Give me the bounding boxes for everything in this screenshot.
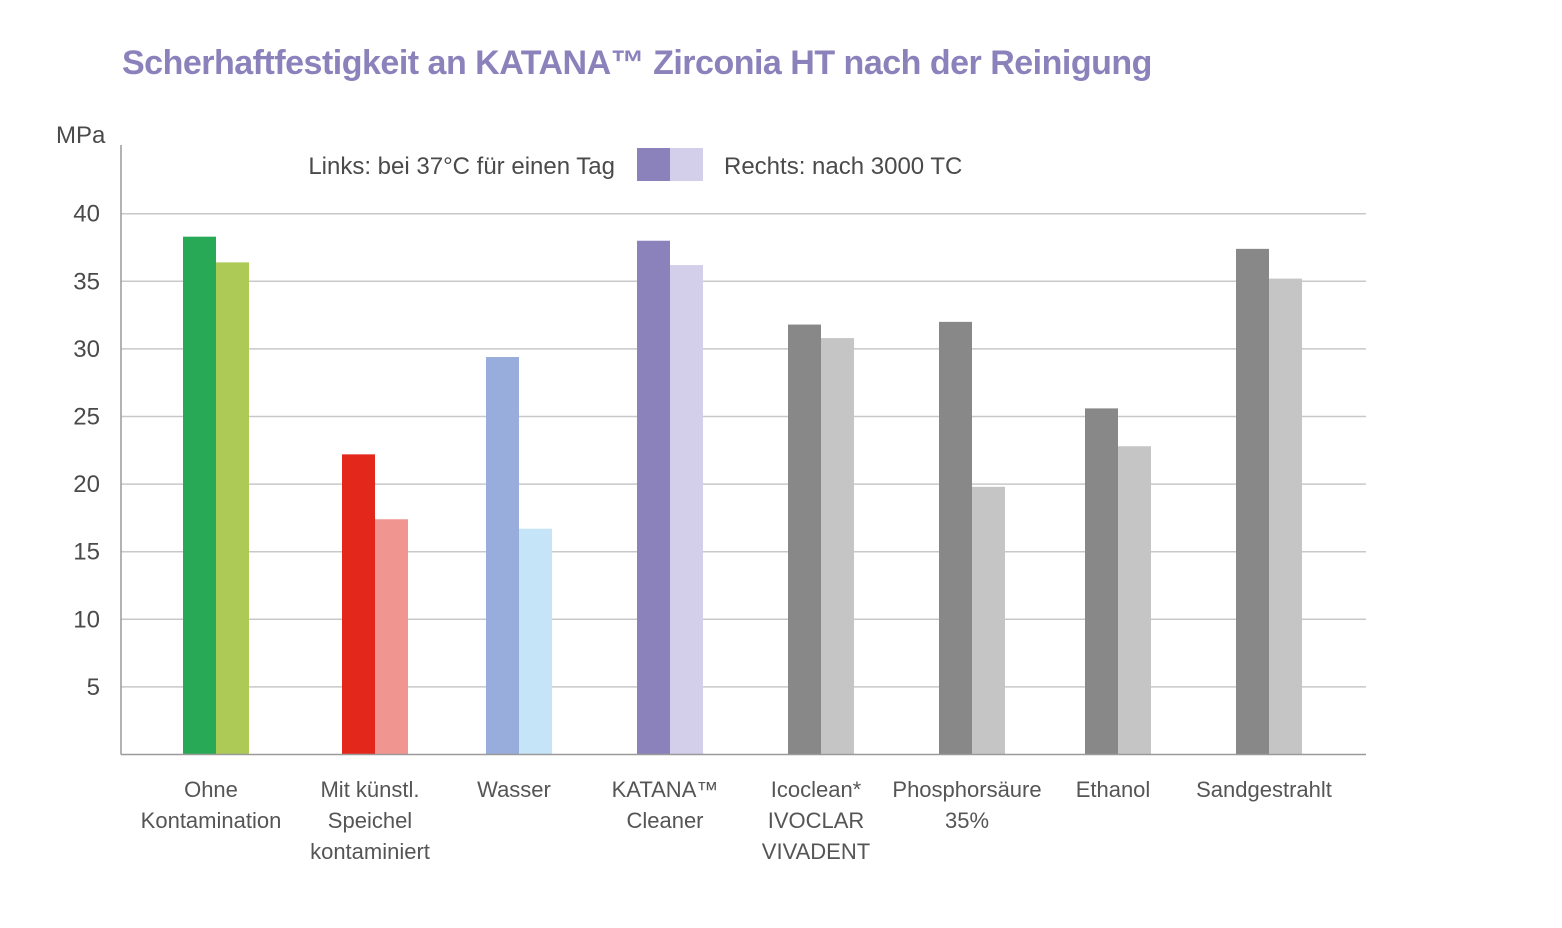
legend-right-swatch [670,148,703,181]
bar-left-5 [939,321,972,755]
category-label-line: Mit künstl. [320,777,419,802]
category-label-2: Wasser [477,777,551,802]
y-tick-label-15: 15 [73,539,100,566]
category-label-7: Sandgestrahlt [1196,777,1332,802]
category-label-line: KATANA™ [612,777,719,802]
category-label-line: Icoclean* [771,777,862,802]
bar-right-7 [1269,278,1302,755]
y-tick-label-35: 35 [73,268,100,295]
gridlines [121,212,1366,688]
category-label-6: Ethanol [1076,777,1151,802]
bar-right-2 [519,528,552,755]
y-tick-label-5: 5 [87,674,100,701]
bar-right-1 [375,519,408,755]
bar-right-0 [216,262,249,755]
category-label-line: Phosphorsäure [892,777,1041,802]
y-tick-label-10: 10 [73,606,100,633]
bar-right-3 [670,265,703,755]
bar-right-5 [972,486,1005,755]
bar-right-4 [821,338,854,755]
category-label-line: Speichel [328,808,412,833]
category-label-4: Icoclean* IVOCLAR VIVADENT [762,777,870,864]
bar-left-7 [1236,248,1269,755]
chart-title: Scherhaftfestigkeit an KATANA™ Zirconia … [122,44,1152,82]
legend-left-swatch [637,148,670,181]
y-tick-label-20: 20 [73,471,100,498]
bar-left-3 [637,240,670,755]
bar-right-6 [1118,446,1151,755]
y-tick-label-25: 25 [73,404,100,431]
category-label-line: Ohne [184,777,238,802]
category-label-line: Cleaner [626,808,703,833]
legend: Links: bei 37°C für einen Tag Rechts: nac… [308,148,962,181]
category-label-line: Wasser [477,777,551,802]
category-label-1: Mit künstl. Speichel kontaminiert [310,777,430,864]
bar-left-4 [788,324,821,755]
category-label-line: kontaminiert [310,839,430,864]
bar-left-2 [486,357,519,755]
category-label-5: Phosphorsäure 35% [892,777,1041,833]
category-label-3: KATANA™ Cleaner [612,777,719,833]
bars [183,236,1302,755]
legend-left-label: Links: bei 37°C für einen Tag [308,153,615,180]
category-label-line: IVOCLAR [768,808,865,833]
axes [120,145,1366,756]
category-label-line: Kontamination [141,808,282,833]
legend-right-label: Rechts: nach 3000 TC [724,153,962,180]
category-label-line: VIVADENT [762,839,870,864]
bar-left-6 [1085,408,1118,755]
category-label-0: Ohne Kontamination [141,777,282,833]
bar-left-1 [342,454,375,755]
y-tick-label-30: 30 [73,336,100,363]
category-label-line: Sandgestrahlt [1196,777,1332,802]
y-tick-labels: 5 10 15 20 25 30 35 40 [73,201,100,701]
category-label-line: 35% [945,808,989,833]
y-tick-label-40: 40 [73,201,100,228]
y-axis-unit: MPa [56,122,106,149]
category-label-line: Ethanol [1076,777,1151,802]
bar-left-0 [183,236,216,755]
x-category-labels: Ohne Kontamination Mit künstl. Speichel kont… [141,777,1332,864]
